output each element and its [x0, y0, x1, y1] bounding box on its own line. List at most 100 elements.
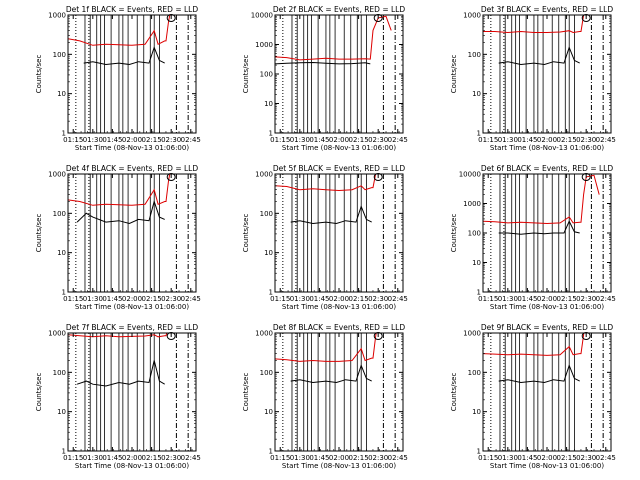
y-tick-label: 10	[57, 249, 66, 257]
x-tick-label: 01:30	[83, 454, 103, 462]
series-group	[68, 174, 171, 225]
y-tick-label: 1	[269, 448, 273, 456]
x-axis-label: Start Time (08-Nov-13 01:06:00)	[282, 144, 396, 152]
y-tick-label: 10	[57, 408, 66, 416]
y-tick-label: 1000	[48, 330, 66, 338]
y-tick-label: 1	[477, 289, 481, 297]
x-tick-label: 02:15	[348, 454, 368, 462]
x-tick-label: 01:15	[270, 454, 290, 462]
x-tick-label: 01:45	[309, 454, 329, 462]
x-tick-label: 01:30	[498, 136, 518, 144]
events-series-line	[498, 363, 580, 384]
panel-title: Det 7f BLACK = Events, RED = LLD	[66, 323, 199, 332]
y-tick-label: 100	[53, 369, 66, 377]
series-group	[68, 333, 168, 387]
panel-title: Det 8f BLACK = Events, RED = LLD	[273, 323, 406, 332]
y-tick-label: 1	[62, 130, 66, 138]
y-axis-label: Counts/sec	[35, 373, 43, 412]
y-tick-label: 100	[468, 51, 481, 59]
y-tick-label: 10	[57, 90, 66, 98]
x-tick-label: 02:15	[556, 295, 576, 303]
x-axis-label: Start Time (08-Nov-13 01:06:00)	[490, 144, 604, 152]
x-tick-label: 02:45	[596, 454, 616, 462]
x-tick-label: 02:30	[576, 295, 596, 303]
x-tick-label: 02:00	[537, 454, 557, 462]
y-tick-label: 1	[62, 448, 66, 456]
x-tick-label: 02:45	[181, 136, 201, 144]
y-tick-label: 1000	[463, 12, 481, 20]
y-tick-label: 100	[260, 210, 273, 218]
y-tick-label: 10	[472, 259, 481, 267]
x-tick-label: 01:30	[290, 136, 310, 144]
lld-series-line	[275, 333, 377, 362]
x-tick-label: 02:15	[348, 295, 368, 303]
y-tick-label: 1000	[255, 41, 273, 49]
lld-series-line	[68, 15, 171, 46]
x-tick-label: 01:45	[102, 454, 122, 462]
x-tick-label: 01:15	[63, 295, 83, 303]
x-tick-label: 01:30	[83, 295, 103, 303]
series-group	[483, 15, 585, 66]
detector-panel: Det 5f BLACK = Events, RED = LLD 1 10 100 10…	[242, 164, 408, 311]
y-tick-label: 1000	[255, 171, 273, 179]
x-tick-label: 02:45	[181, 295, 201, 303]
x-axis-label: Start Time (08-Nov-13 01:06:00)	[75, 462, 189, 470]
detector-panel: Det 2f BLACK = Events, RED = LLD 1 10 100 10…	[242, 5, 408, 152]
y-tick-label: 10000	[251, 12, 273, 20]
x-tick-label: 01:30	[498, 454, 518, 462]
x-tick-label: 02:30	[576, 136, 596, 144]
y-tick-label: 100	[53, 210, 66, 218]
events-series-line	[275, 61, 371, 65]
y-axis-label: Counts/sec	[450, 373, 458, 412]
lld-series-line	[68, 174, 171, 206]
y-tick-label: 10	[264, 408, 273, 416]
x-tick-label: 01:45	[517, 454, 537, 462]
y-axis-label: Counts/sec	[450, 55, 458, 94]
series-group	[275, 174, 377, 225]
panel-title: Det 9f BLACK = Events, RED = LLD	[481, 323, 614, 332]
y-tick-label: 1000	[255, 330, 273, 338]
x-tick-label: 02:00	[122, 454, 142, 462]
x-tick-label: 02:00	[329, 136, 349, 144]
x-tick-label: 01:15	[63, 136, 83, 144]
detector-panel: Det 4f BLACK = Events, RED = LLD 1 10 100 10…	[35, 164, 201, 311]
x-tick-label: 02:00	[329, 454, 349, 462]
detector-panel: Det 6f BLACK = Events, RED = LLD 1 10 100 10…	[450, 164, 616, 311]
x-tick-label: 02:45	[388, 136, 408, 144]
x-tick-label: 02:30	[368, 454, 388, 462]
x-tick-label: 01:45	[309, 295, 329, 303]
panel-title: Det 3f BLACK = Events, RED = LLD	[481, 5, 614, 14]
x-tick-label: 02:00	[537, 136, 557, 144]
panel-title: Det 5f BLACK = Events, RED = LLD	[273, 164, 406, 173]
x-tick-label: 02:15	[348, 136, 368, 144]
x-tick-label: 02:00	[329, 295, 349, 303]
y-axis-label: Counts/sec	[242, 214, 250, 253]
y-tick-label: 10000	[459, 171, 481, 179]
y-tick-label: 1	[269, 289, 273, 297]
x-tick-label: 01:15	[270, 295, 290, 303]
lld-series-line	[275, 174, 377, 192]
x-tick-label: 01:45	[102, 136, 122, 144]
y-tick-label: 100	[468, 369, 481, 377]
y-tick-label: 1	[269, 130, 273, 138]
y-tick-label: 10	[472, 90, 481, 98]
x-tick-label: 02:45	[388, 295, 408, 303]
x-tick-label: 01:15	[63, 454, 83, 462]
x-tick-label: 01:15	[270, 136, 290, 144]
y-tick-label: 1000	[463, 200, 481, 208]
x-tick-label: 01:15	[478, 136, 498, 144]
x-tick-label: 01:45	[517, 295, 537, 303]
panel-title: Det 6f BLACK = Events, RED = LLD	[481, 164, 614, 173]
x-tick-label: 02:00	[122, 295, 142, 303]
x-tick-label: 02:00	[122, 136, 142, 144]
x-tick-label: 02:30	[368, 136, 388, 144]
events-series-line	[290, 204, 372, 225]
x-tick-label: 01:45	[309, 136, 329, 144]
x-tick-label: 02:15	[556, 454, 576, 462]
y-tick-label: 100	[53, 51, 66, 59]
events-series-line	[83, 45, 165, 66]
lld-series-line	[483, 174, 600, 225]
detector-panel: Det 7f BLACK = Events, RED = LLD 1 10 100 10…	[35, 323, 201, 470]
x-tick-label: 02:15	[141, 454, 161, 462]
